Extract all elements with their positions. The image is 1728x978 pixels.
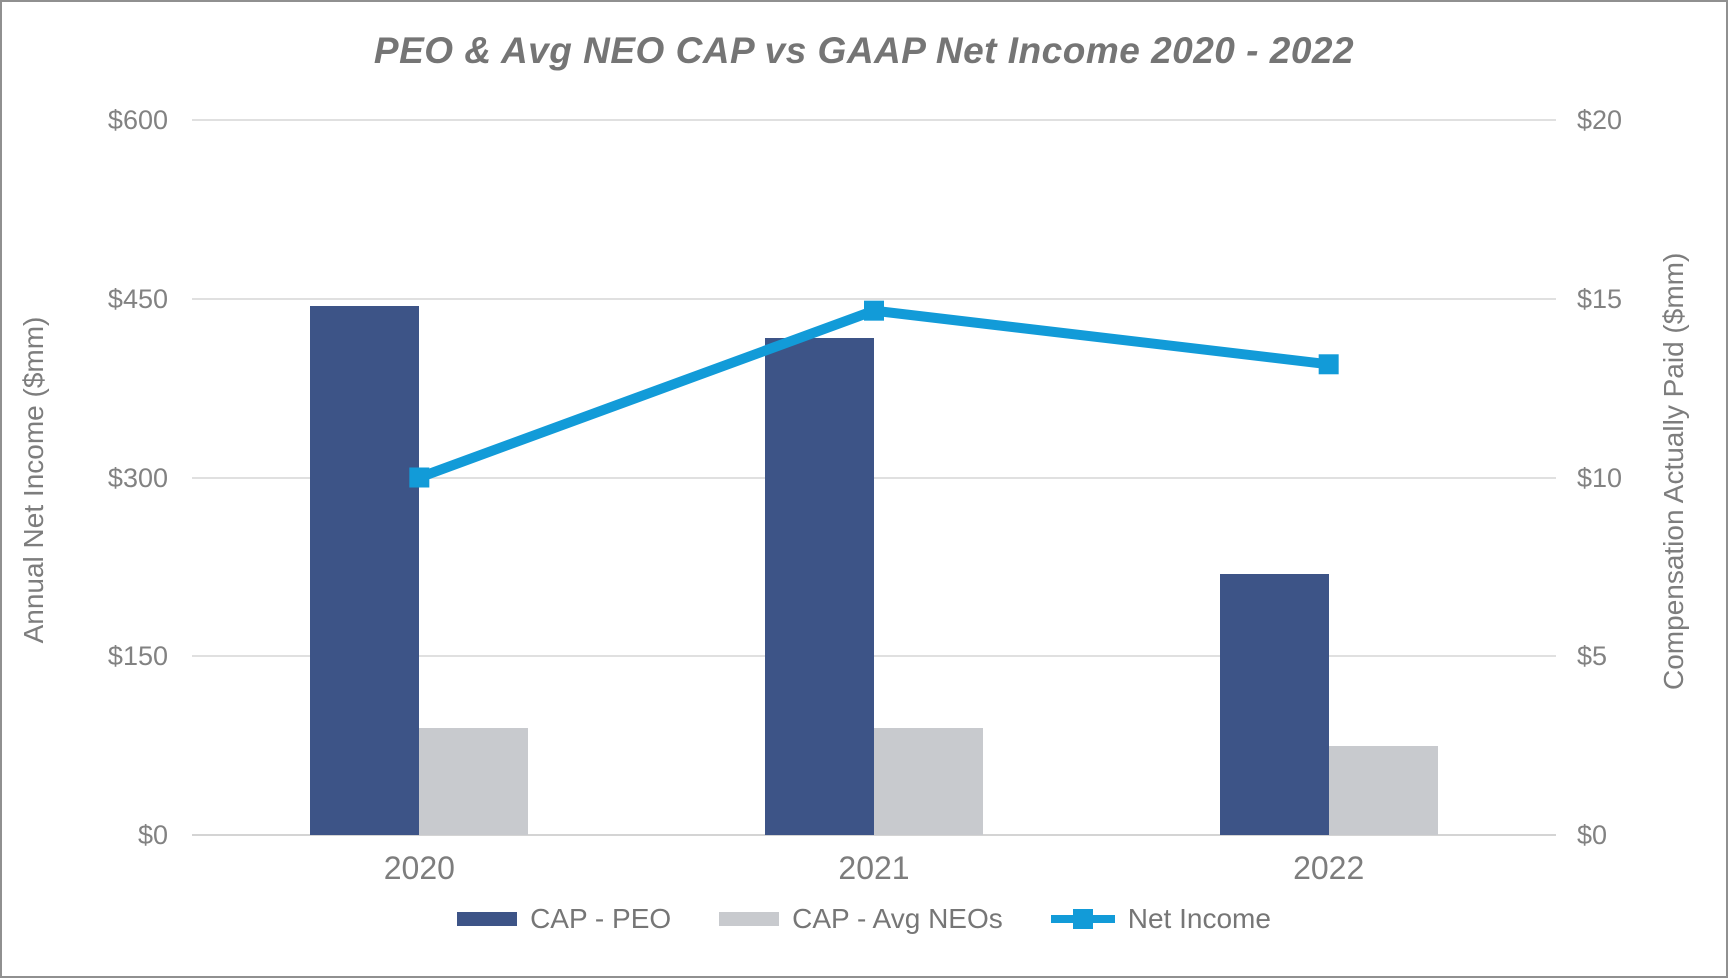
line-marker <box>1318 354 1339 375</box>
y-axis-tick-left: $600 <box>107 105 168 135</box>
y-axis-tick-right: $10 <box>1577 462 1623 493</box>
x-axis-label: 2021 <box>838 850 910 886</box>
legend-item-net-income: Net Income <box>1050 903 1271 935</box>
line-net-income <box>417 305 1330 483</box>
y-axis-tick-right: $0 <box>1577 820 1608 850</box>
legend-label: CAP - Avg NEOs <box>792 903 1003 934</box>
y-axis-tick-right: $15 <box>1577 283 1623 314</box>
x-axis-label: 2022 <box>1293 850 1365 886</box>
line-marker <box>864 300 884 321</box>
gridline <box>192 476 1556 479</box>
y-axis-tick-left: $300 <box>107 462 168 493</box>
x-axis-baseline <box>192 834 1556 836</box>
legend-swatch-icon <box>457 912 518 926</box>
legend-line-marker-icon <box>1050 908 1115 930</box>
line-marker <box>409 467 430 488</box>
legend-swatch-icon <box>719 912 780 926</box>
bar-cap-peo-2021 <box>765 338 874 835</box>
legend: CAP - PEO CAP - Avg NEOs Net Income <box>2 903 1726 935</box>
legend-item-cap-peo: CAP - PEO <box>457 903 671 935</box>
bar-cap-avg-neos-2021 <box>874 727 983 835</box>
y-axis-tick-left: $0 <box>137 820 168 850</box>
bar-cap-avg-neos-2022 <box>1328 745 1438 835</box>
y-axis-tick-left: $450 <box>107 283 168 314</box>
y-axis-tick-left: $150 <box>107 641 168 672</box>
bar-cap-avg-neos-2020 <box>419 727 529 835</box>
chart-title: PEO & Avg NEO CAP vs GAAP Net Income 202… <box>373 30 1355 71</box>
y-axis-tick-right: $5 <box>1577 641 1608 672</box>
gridline <box>192 119 1556 121</box>
legend-label: Net Income <box>1127 903 1271 934</box>
y-axis-tick-right: $20 <box>1577 105 1623 135</box>
legend-label: CAP - PEO <box>530 903 672 934</box>
bar-cap-peo-2022 <box>1219 574 1329 835</box>
legend-item-cap-avg-neos: CAP - Avg NEOs <box>719 903 1003 935</box>
x-axis-label: 2020 <box>383 850 455 886</box>
gridline <box>192 655 1556 658</box>
gridline <box>192 297 1556 300</box>
bar-cap-peo-2020 <box>310 305 420 835</box>
net-income-line-layer <box>409 300 1339 488</box>
